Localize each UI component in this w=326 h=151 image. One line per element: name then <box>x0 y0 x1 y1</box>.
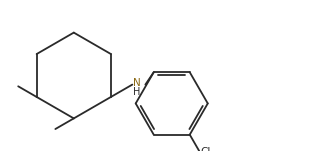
Text: N: N <box>133 78 141 88</box>
Text: H: H <box>133 87 141 97</box>
Text: Cl: Cl <box>200 147 211 151</box>
